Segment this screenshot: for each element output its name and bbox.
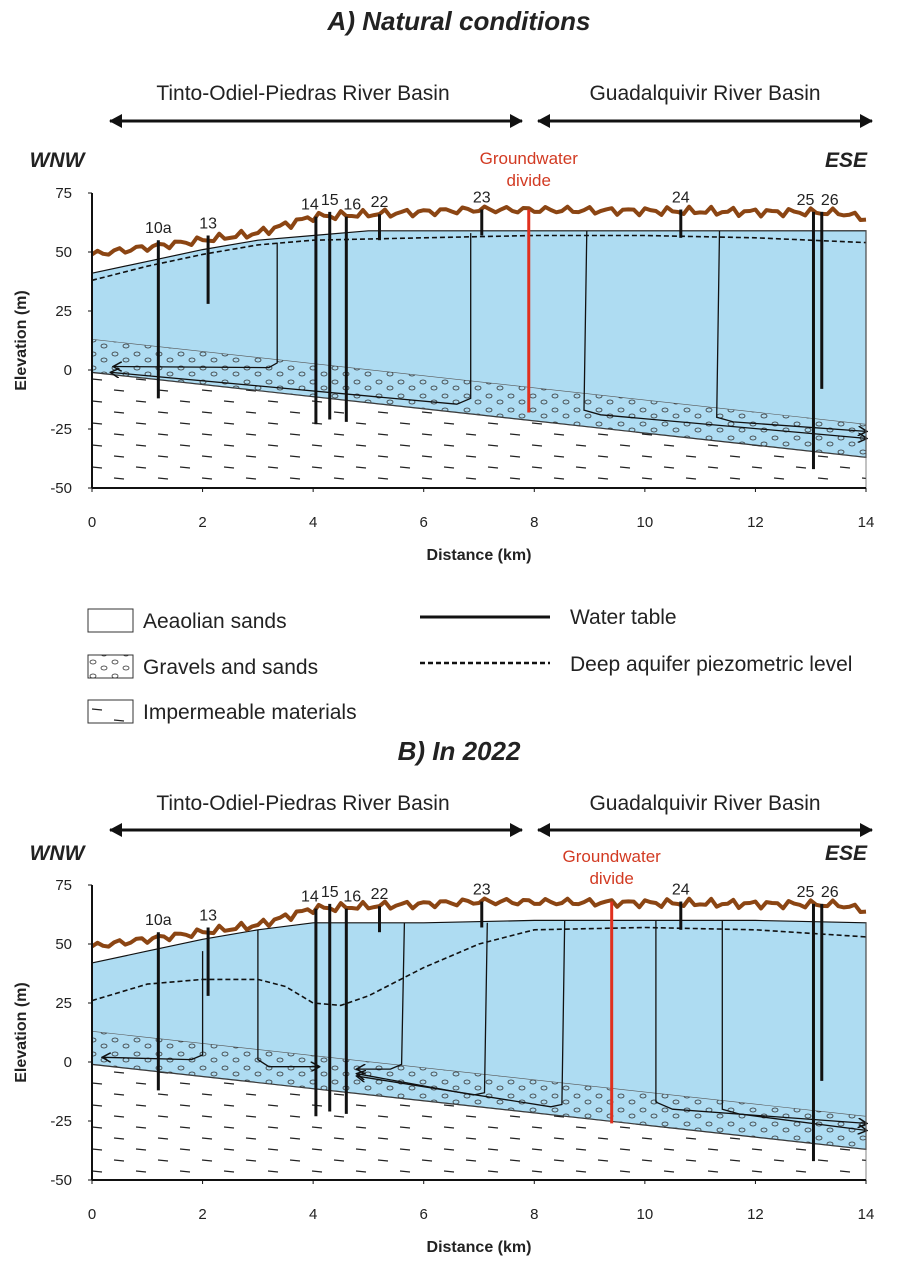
x-tick-label: 4 — [309, 1206, 317, 1223]
well-label: 25 — [797, 884, 815, 901]
basin-label: Tinto-Odiel-Piedras River Basin — [156, 82, 449, 105]
well-label: 23 — [473, 882, 491, 899]
well-label: 14 — [301, 197, 319, 214]
y-axis-label: Elevation (m) — [13, 982, 30, 1082]
y-tick-label: 0 — [64, 362, 72, 379]
flowline — [716, 230, 866, 432]
x-tick-label: 14 — [858, 514, 875, 531]
x-tick-label: 10 — [637, 1206, 654, 1223]
legend-label: Gravels and sands — [143, 656, 318, 679]
flowline — [583, 230, 866, 439]
y-tick-label: 50 — [55, 244, 72, 261]
flowline — [655, 920, 866, 1123]
basin-label: Tinto-Odiel-Piedras River Basin — [156, 792, 449, 815]
x-tick-label: 12 — [747, 1206, 764, 1223]
flowline — [357, 920, 566, 1108]
x-axis-label: Distance (km) — [427, 547, 532, 564]
well-label: 24 — [672, 882, 690, 899]
y-tick-label: 50 — [55, 936, 72, 953]
x-tick-label: 0 — [88, 1206, 96, 1223]
well-label: 26 — [821, 192, 839, 209]
y-tick-label: -25 — [50, 421, 72, 438]
well-label: 16 — [343, 197, 361, 214]
well-label: 10a — [145, 912, 172, 929]
well-label: 14 — [301, 889, 319, 906]
y-tick-label: -50 — [50, 480, 72, 497]
x-tick-label: 2 — [198, 514, 206, 531]
well-label: 16 — [343, 889, 361, 906]
x-tick-label: 12 — [747, 514, 764, 531]
well-label: 15 — [321, 192, 339, 209]
legend: Aeaolian sands Gravels and sands Imperme… — [87, 606, 852, 724]
direction-label: WNW — [30, 149, 87, 172]
direction-label: ESE — [825, 842, 868, 865]
x-tick-label: 10 — [637, 514, 654, 531]
x-tick-label: 6 — [420, 1206, 428, 1223]
x-tick-label: 6 — [420, 514, 428, 531]
well-label: 26 — [821, 884, 839, 901]
well-label: 24 — [672, 190, 690, 207]
piezometric-level — [91, 234, 867, 282]
topography — [90, 204, 867, 257]
y-tick-label: 25 — [55, 303, 72, 320]
well-label: 10a — [145, 220, 172, 237]
impermeable-layer — [92, 1064, 866, 1180]
legend-label: Impermeable materials — [143, 701, 357, 724]
flowline — [357, 922, 406, 1069]
x-tick-label: 14 — [858, 1206, 875, 1223]
basin-label: Guadalquivir River Basin — [589, 792, 820, 815]
y-tick-label: 75 — [55, 877, 72, 894]
y-tick-label: 0 — [64, 1054, 72, 1071]
legend-label: Deep aquifer piezometric level — [570, 653, 852, 676]
legend-swatch — [87, 654, 134, 679]
x-axis-label: Distance (km) — [427, 1239, 532, 1256]
y-tick-label: 25 — [55, 995, 72, 1012]
legend-label: Aeaolian sands — [143, 610, 287, 633]
y-tick-label: -50 — [50, 1172, 72, 1189]
y-tick-label: -25 — [50, 1113, 72, 1130]
well-label: 13 — [199, 907, 217, 924]
panel-title: A) Natural conditions — [327, 6, 591, 36]
legend-swatch — [87, 699, 134, 724]
direction-label: ESE — [825, 149, 868, 172]
flowline — [721, 920, 866, 1130]
legend-label: Water table — [570, 606, 677, 629]
flowline — [357, 922, 488, 1096]
flowline — [114, 242, 278, 368]
piezometric-level — [91, 926, 867, 1007]
panel: B) In 2022 Tinto-Odiel-Piedras River Basi… — [13, 736, 874, 1256]
impermeable-layer — [92, 372, 866, 488]
y-axis-label: Elevation (m) — [13, 290, 30, 390]
panel: A) Natural conditions Tinto-Odiel-Piedras… — [13, 6, 874, 564]
panel-title: B) In 2022 — [398, 736, 521, 766]
basin-label: Guadalquivir River Basin — [589, 82, 820, 105]
direction-label: WNW — [30, 842, 87, 865]
legend-swatch — [87, 608, 134, 633]
divide-label: Groundwater — [563, 847, 662, 866]
well-label: 25 — [797, 192, 815, 209]
x-tick-label: 8 — [530, 514, 538, 531]
well-label: 15 — [321, 884, 339, 901]
divide-label: Groundwater — [480, 149, 579, 168]
well-label: 22 — [371, 194, 389, 211]
x-tick-label: 2 — [198, 1206, 206, 1223]
y-tick-label: 75 — [55, 185, 72, 202]
divide-label: divide — [507, 171, 551, 190]
x-tick-label: 4 — [309, 514, 317, 531]
flowline — [111, 233, 472, 405]
topography — [90, 896, 867, 949]
divide-label: divide — [589, 869, 633, 888]
well-label: 22 — [371, 886, 389, 903]
flowline — [257, 929, 319, 1067]
x-tick-label: 8 — [530, 1206, 538, 1223]
well-label: 13 — [199, 215, 217, 232]
flowline — [103, 951, 204, 1060]
x-tick-label: 0 — [88, 514, 96, 531]
well-label: 23 — [473, 190, 491, 207]
